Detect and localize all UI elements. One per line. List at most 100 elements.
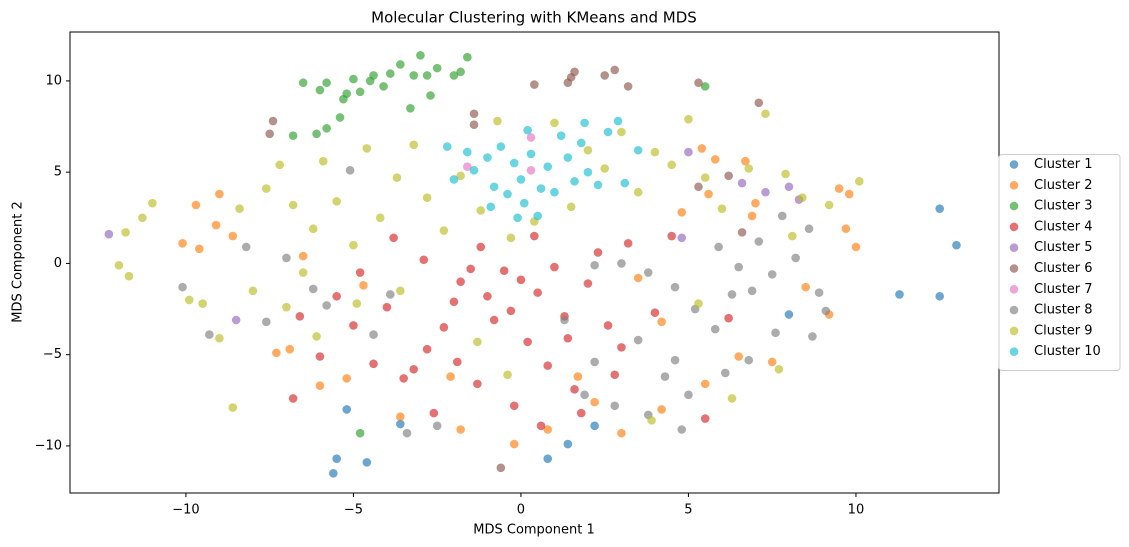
legend-label: Cluster 8 xyxy=(1034,303,1093,318)
scatter-point xyxy=(566,202,576,212)
scatter-point xyxy=(298,78,308,88)
scatter-point xyxy=(513,213,522,223)
scatter-point xyxy=(322,124,331,133)
scatter-point xyxy=(603,127,613,137)
scatter-point xyxy=(530,80,539,89)
scatter-point xyxy=(610,65,620,75)
scatter-point xyxy=(399,374,408,383)
scatter-point xyxy=(298,251,308,261)
legend-marker xyxy=(1009,285,1019,294)
scatter-point xyxy=(322,301,331,310)
scatter-point xyxy=(389,233,398,243)
scatter-point xyxy=(483,153,492,162)
scatter-point xyxy=(563,78,573,88)
scatter-point xyxy=(643,268,653,277)
scatter-point xyxy=(761,187,770,197)
legend-box xyxy=(998,154,1121,371)
scatter-point xyxy=(684,390,693,400)
scatter-point xyxy=(727,394,737,403)
scatter-point xyxy=(771,328,780,338)
scatter-point xyxy=(409,140,419,150)
scatter-point xyxy=(700,173,710,182)
legend-label: Cluster 6 xyxy=(1034,261,1093,276)
scatter-point xyxy=(633,187,643,197)
scatter-point xyxy=(215,189,224,199)
scatter-point xyxy=(754,98,764,108)
scatter-point xyxy=(700,379,710,389)
scatter-point xyxy=(734,352,743,361)
scatter-point xyxy=(804,224,814,234)
scatter-point xyxy=(650,308,660,317)
scatter-point xyxy=(228,403,238,412)
scatter-point xyxy=(543,361,553,370)
scatter-point xyxy=(469,109,479,119)
scatter-point xyxy=(590,260,599,270)
scatter-point xyxy=(268,116,278,126)
scatter-point xyxy=(791,253,800,263)
scatter-point xyxy=(473,379,482,389)
scatter-point xyxy=(362,458,372,467)
scatter-point xyxy=(121,228,130,237)
scatter-point xyxy=(610,401,620,411)
scatter-point xyxy=(493,116,502,126)
scatter-point xyxy=(463,162,472,171)
scatter-point xyxy=(422,344,432,354)
scatter-point xyxy=(677,233,687,243)
scatter-point xyxy=(308,284,318,294)
scatter-point xyxy=(332,454,341,463)
scatter-point xyxy=(382,302,392,312)
scatter-point xyxy=(710,155,720,164)
scatter-point xyxy=(590,421,599,431)
scatter-point xyxy=(396,419,405,429)
scatter-point xyxy=(684,147,693,157)
scatter-point xyxy=(442,142,452,151)
scatter-point xyxy=(677,208,687,217)
scatter-point xyxy=(570,385,579,394)
scatter-point xyxy=(452,357,462,367)
y-tick-label: −10 xyxy=(35,438,62,453)
scatter-point xyxy=(667,231,676,241)
scatter-point xyxy=(332,197,341,206)
scatter-point xyxy=(355,87,365,97)
scatter-point xyxy=(751,198,760,208)
y-tick-label: 10 xyxy=(45,73,62,88)
scatter-point xyxy=(801,282,810,292)
scatter-point xyxy=(814,288,824,297)
scatter-point xyxy=(854,176,864,186)
scatter-point xyxy=(617,343,626,352)
scatter-point xyxy=(694,78,703,88)
scatter-point xyxy=(369,330,378,339)
scatter-point xyxy=(359,281,368,290)
scatter-point xyxy=(396,286,405,296)
scatter-point xyxy=(231,315,241,325)
scatter-point xyxy=(576,138,586,148)
scatter-point xyxy=(432,421,442,431)
scatter-point xyxy=(560,315,569,325)
scatter-point xyxy=(580,390,589,400)
scatter-point xyxy=(282,302,291,312)
scatter-point xyxy=(744,164,754,173)
scatter-point xyxy=(741,156,750,166)
scatter-point xyxy=(704,189,713,199)
legend-marker xyxy=(1009,326,1019,336)
scatter-point xyxy=(375,213,385,223)
scatter-point xyxy=(754,237,764,246)
scatter-point xyxy=(774,364,784,374)
scatter-point xyxy=(563,153,573,162)
scatter-point xyxy=(262,184,271,193)
scatter-point xyxy=(349,321,358,330)
scatter-point xyxy=(821,306,831,316)
scatter-point xyxy=(734,262,743,272)
scatter-point xyxy=(262,317,271,327)
scatter-point xyxy=(710,324,720,334)
scatter-point xyxy=(298,268,308,277)
scatter-point xyxy=(570,67,579,77)
scatter-point xyxy=(677,425,687,434)
scatter-point xyxy=(657,317,666,327)
scatter-point xyxy=(469,120,479,130)
scatter-point xyxy=(489,315,499,325)
scatter-point xyxy=(275,160,285,170)
scatter-point xyxy=(583,145,593,155)
scatter-point xyxy=(519,198,529,208)
scatter-point xyxy=(315,352,325,361)
